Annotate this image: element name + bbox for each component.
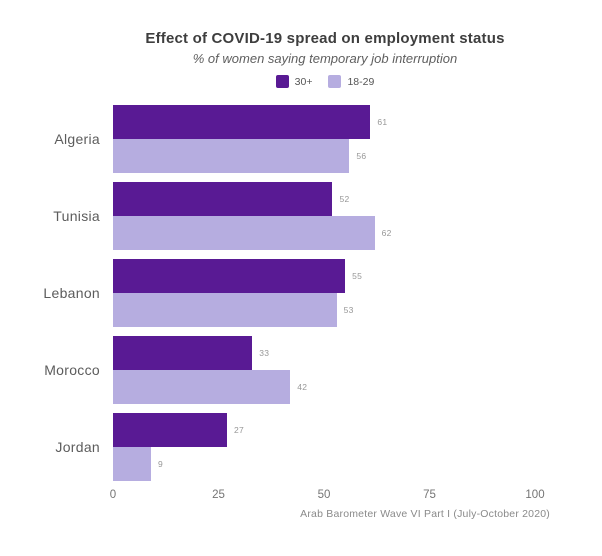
bar-group-algeria: Algeria 61 56	[0, 105, 602, 173]
bar-pair: 33 42	[113, 336, 602, 404]
x-axis: 0 25 50 75 100	[0, 489, 602, 505]
category-label: Tunisia	[53, 208, 100, 224]
bar-group-lebanon: Lebanon 55 53	[0, 259, 602, 327]
bar-30	[113, 413, 227, 447]
plot-area: Algeria 61 56 Tunisia 52 62 Lebanon 55 53 Morocco…	[0, 105, 602, 490]
source-note: Arab Barometer Wave VI Part I (July-Octo…	[300, 508, 550, 520]
bar-row: 61	[113, 105, 602, 139]
bar-group-jordan: Jordan 27 9	[0, 413, 602, 481]
chart-legend: 30+ 18-29	[60, 75, 590, 88]
legend-label: 18-29	[347, 75, 375, 88]
bar-30	[113, 105, 371, 139]
bar-row: 55	[113, 259, 602, 293]
bar-30	[113, 259, 346, 293]
value-label: 33	[259, 348, 270, 358]
bar-row: 42	[113, 370, 602, 404]
bar-18-29	[113, 293, 337, 327]
bar-18-29	[113, 447, 151, 481]
chart-title: Effect of COVID-19 spread on employment …	[145, 30, 505, 47]
x-tick-label: 0	[109, 489, 117, 501]
bar-row: 52	[113, 182, 602, 216]
bar-row: 9	[113, 447, 602, 481]
legend-item-18-29: 18-29	[328, 75, 374, 88]
category-label: Jordan	[55, 439, 100, 455]
value-label: 27	[233, 425, 244, 435]
value-label: 62	[381, 228, 392, 238]
bar-pair: 52 62	[113, 182, 602, 250]
bar-30	[113, 336, 253, 370]
bar-18-29	[113, 139, 350, 173]
x-tick-label: 100	[525, 489, 545, 501]
value-label: 56	[356, 151, 367, 161]
bar-18-29	[113, 370, 291, 404]
bar-row: 33	[113, 336, 602, 370]
value-label: 42	[297, 382, 308, 392]
bar-30	[113, 182, 333, 216]
category-label: Algeria	[54, 131, 100, 147]
bar-18-29	[113, 216, 375, 250]
value-label: 52	[339, 194, 350, 204]
bar-pair: 27 9	[113, 413, 602, 481]
bar-row: 27	[113, 413, 602, 447]
legend-swatch-18-29	[328, 75, 342, 88]
bar-pair: 61 56	[113, 105, 602, 173]
bar-pair: 55 53	[113, 259, 602, 327]
category-label: Morocco	[44, 362, 100, 378]
bar-row: 56	[113, 139, 602, 173]
x-tick-label: 75	[423, 489, 436, 501]
bar-row: 62	[113, 216, 602, 250]
value-label: 61	[377, 117, 388, 127]
category-label: Lebanon	[43, 285, 100, 301]
value-label: 9	[157, 459, 163, 469]
legend-swatch-30	[275, 75, 289, 88]
bar-row: 53	[113, 293, 602, 327]
x-tick-label: 50	[317, 489, 331, 501]
value-label: 53	[343, 305, 354, 315]
legend-label: 30+	[294, 75, 313, 88]
chart-header: Effect of COVID-19 spread on employment …	[60, 30, 590, 88]
value-label: 55	[352, 271, 363, 281]
bar-group-tunisia: Tunisia 52 62	[0, 182, 602, 250]
chart-subtitle: % of women saying temporary job interrup…	[192, 51, 458, 66]
bar-group-morocco: Morocco 33 42	[0, 336, 602, 404]
x-tick-label: 25	[212, 489, 225, 501]
legend-item-30: 30+	[275, 75, 313, 88]
